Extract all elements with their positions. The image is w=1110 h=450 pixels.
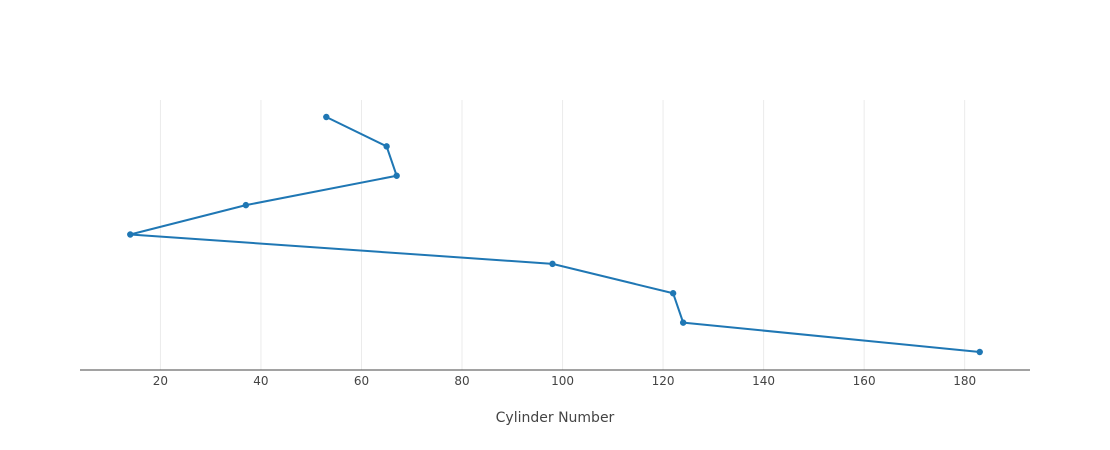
x-tick-label: 100: [551, 374, 574, 388]
x-tick-label: 20: [153, 374, 168, 388]
x-tick-label: 120: [652, 374, 675, 388]
x-tick-label: 140: [752, 374, 775, 388]
x-tick-label: 60: [354, 374, 369, 388]
grid-layer: [159, 100, 966, 370]
data-point[interactable]: [679, 319, 687, 326]
x-tick-label: 40: [253, 374, 268, 388]
series-layer: [127, 113, 983, 356]
x-tick-label: 180: [953, 374, 976, 388]
x-tick-label: 160: [853, 374, 876, 388]
data-point[interactable]: [393, 172, 400, 179]
x-axis: 20 40 60 80 100 120 140 160 180: [80, 369, 1030, 388]
data-point[interactable]: [976, 348, 983, 356]
series-line: [129, 116, 980, 353]
x-tick-label: 80: [454, 374, 469, 388]
data-point[interactable]: [669, 290, 677, 297]
x-axis-title: Cylinder Number: [496, 410, 615, 426]
data-point[interactable]: [549, 260, 556, 268]
data-point[interactable]: [323, 113, 330, 121]
data-point[interactable]: [242, 201, 250, 209]
data-point[interactable]: [127, 231, 134, 238]
data-point[interactable]: [383, 143, 390, 150]
